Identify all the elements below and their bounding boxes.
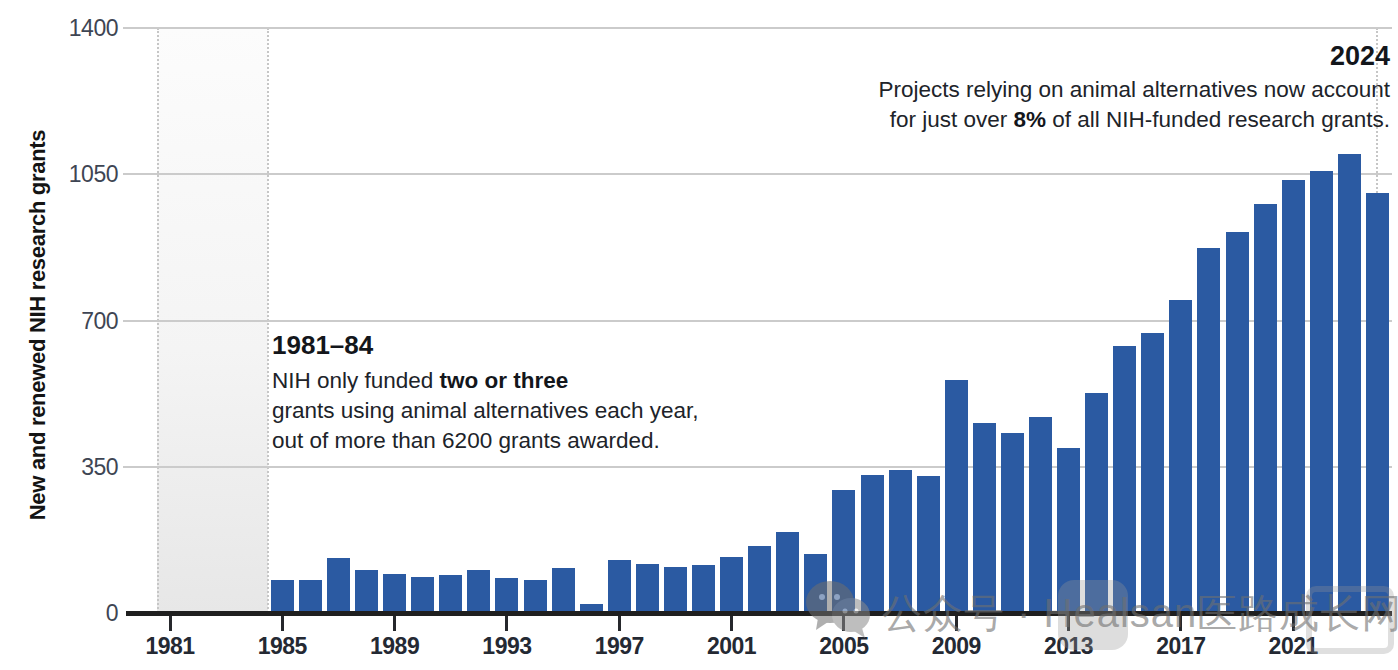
bar-2012 <box>1029 417 1052 616</box>
x-tick-label-1985: 1985 <box>237 633 327 660</box>
bar-1997 <box>608 560 631 616</box>
x-tick-label-1997: 1997 <box>574 633 664 660</box>
bar-2016 <box>1141 333 1164 616</box>
x-tick-label-2021: 2021 <box>1248 633 1338 660</box>
bar-1988 <box>355 570 378 616</box>
annotation-text: NIH only funded <box>272 368 440 393</box>
annotation-line: grants using animal alternatives each ye… <box>272 396 792 426</box>
bar-1995 <box>552 568 575 616</box>
x-tick-1993 <box>505 616 508 631</box>
annotation-bold-text: 8% <box>1014 107 1047 132</box>
bar-2014 <box>1085 393 1108 616</box>
bar-2004 <box>804 554 827 616</box>
x-tick-1997 <box>618 616 621 631</box>
x-tick-label-1993: 1993 <box>462 633 552 660</box>
bar-2002 <box>748 546 771 616</box>
x-axis-line <box>126 611 1392 616</box>
bar-1987 <box>327 558 350 616</box>
bar-1992 <box>467 570 490 616</box>
bar-2017 <box>1169 300 1192 616</box>
bar-1998 <box>636 564 659 616</box>
bar-2005 <box>832 490 855 616</box>
bar-2003 <box>776 532 799 616</box>
bar-2022 <box>1310 171 1333 616</box>
x-tick-label-1989: 1989 <box>350 633 440 660</box>
bar-2008 <box>917 476 940 616</box>
x-tick-2021 <box>1292 616 1295 631</box>
bar-2023 <box>1338 154 1361 616</box>
bar-2018 <box>1197 248 1220 616</box>
annotation-text: for just over <box>890 107 1014 132</box>
bar-2011 <box>1001 433 1024 616</box>
bar-1989 <box>383 574 406 616</box>
bar-2006 <box>861 475 884 616</box>
x-tick-1981 <box>169 616 172 631</box>
x-tick-label-2013: 2013 <box>1024 633 1114 660</box>
grid-line-1050 <box>123 173 1392 175</box>
x-tick-1989 <box>393 616 396 631</box>
x-tick-2001 <box>730 616 733 631</box>
bar-1991 <box>439 575 462 616</box>
bar-2010 <box>973 423 996 616</box>
x-tick-2009 <box>955 616 958 631</box>
bar-2021 <box>1282 180 1305 616</box>
x-tick-2005 <box>842 616 845 631</box>
annotation-2024: 2024 Projects relying on animal alternat… <box>750 41 1390 135</box>
x-tick-1985 <box>281 616 284 631</box>
annotation-text: of all NIH-funded research grants. <box>1046 107 1390 132</box>
bar-2019 <box>1226 232 1249 616</box>
x-tick-label-2001: 2001 <box>687 633 777 660</box>
y-tick-label-1400: 1400 <box>26 15 118 42</box>
annotation-line: NIH only funded two or three <box>272 366 792 396</box>
bar-2001 <box>720 557 743 616</box>
chart: New and renewed NIH research grants 0350… <box>0 0 1398 670</box>
bar-2007 <box>889 470 912 616</box>
x-tick-label-1981: 1981 <box>125 633 215 660</box>
bar-2013 <box>1057 448 1080 616</box>
x-tick-2017 <box>1179 616 1182 631</box>
x-tick-label-2009: 2009 <box>911 633 1001 660</box>
annotation-bold-text: two or three <box>440 368 569 393</box>
annotation-line: Projects relying on animal alternatives … <box>750 75 1390 105</box>
annotation-1981-84: 1981–84 NIH only funded two or three gra… <box>272 330 792 456</box>
y-axis-title: New and renewed NIH research grants <box>25 90 51 560</box>
y-tick-label-0: 0 <box>26 600 118 627</box>
bar-1999 <box>664 567 687 616</box>
x-tick-label-2005: 2005 <box>799 633 889 660</box>
bar-2009 <box>945 380 968 616</box>
grid-line-1400 <box>123 27 1392 29</box>
annotation-line: out of more than 6200 grants awarded. <box>272 426 792 456</box>
annotation-line: for just over 8% of all NIH-funded resea… <box>750 105 1390 135</box>
annotation-title: 1981–84 <box>272 330 792 361</box>
x-tick-2013 <box>1067 616 1070 631</box>
annotation-title: 2024 <box>750 41 1390 72</box>
bar-2020 <box>1254 204 1277 616</box>
bar-2024 <box>1366 193 1389 616</box>
bar-2015 <box>1113 346 1136 616</box>
x-tick-label-2017: 2017 <box>1136 633 1226 660</box>
bar-2000 <box>692 565 715 616</box>
